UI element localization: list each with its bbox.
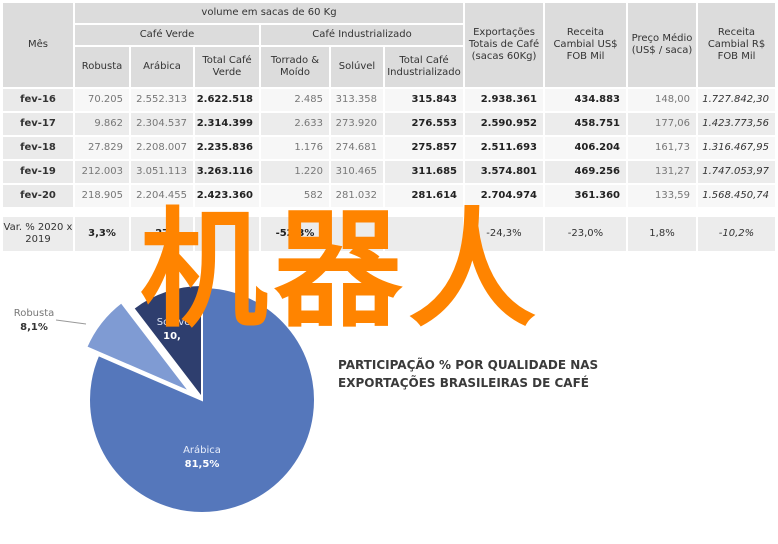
table-cell-torrado-0: 2.485 — [261, 89, 329, 111]
pie-slice-soluvel — [131, 283, 203, 401]
header-mes: Mês — [3, 3, 73, 87]
chart-title-line-2: EXPORTAÇÕES BRASILEIRAS DE CAFÉ — [338, 375, 589, 390]
table-cell-robusta-4: 218.905 — [75, 185, 129, 207]
table-cell-total_ind-0: 315.843 — [385, 89, 463, 111]
table-cell-total_verde-1: 2.314.399 — [195, 113, 259, 135]
table-cell-arabica-3: 3.051.113 — [131, 161, 193, 183]
chart-title-line-1: PARTICIPAÇÃO % POR QUALIDADE NAS — [338, 357, 598, 372]
table-cell-soluvel-3: 310.465 — [331, 161, 383, 183]
pie-label-soluvel-name: Solúvel — [157, 316, 193, 328]
var-soluvel — [331, 217, 383, 251]
table-cell-torrado-1: 2.633 — [261, 113, 329, 135]
table-cell-receita_us-1: 458.751 — [545, 113, 626, 135]
table-cell-exportacoes-1: 2.590.952 — [465, 113, 543, 135]
table-cell-total_verde-3: 3.263.116 — [195, 161, 259, 183]
pie-slice-arabica — [88, 285, 316, 514]
table-cell-soluvel-2: 274.681 — [331, 137, 383, 159]
table-cell-total_verde-0: 2.622.518 — [195, 89, 259, 111]
header-exportacoes: Exportações Totais de Café (sacas 60Kg) — [465, 3, 543, 87]
header-receita_us: Receita Cambial US$ FOB Mil — [545, 3, 626, 87]
table-cell-total_ind-1: 276.553 — [385, 113, 463, 135]
var-total-verde — [195, 217, 259, 251]
table-cell-total_verde-4: 2.423.360 — [195, 185, 259, 207]
header-robusta: Robusta — [75, 47, 129, 87]
var-robusta: 3,3% — [75, 217, 129, 251]
table-cell-preco-3: 131,27 — [628, 161, 696, 183]
table-cell-receita_rs-1: 1.423.773,56 — [698, 113, 775, 135]
header-cafe-verde: Café Verde — [75, 25, 259, 45]
table-cell-arabica-1: 2.304.537 — [131, 113, 193, 135]
table-cell-torrado-3: 1.220 — [261, 161, 329, 183]
table-cell-preco-2: 161,73 — [628, 137, 696, 159]
table-cell-torrado-2: 1.176 — [261, 137, 329, 159]
table-cell-soluvel-1: 273.920 — [331, 113, 383, 135]
table-cell-preco-0: 148,00 — [628, 89, 696, 111]
var-arabica: -27, — [131, 217, 193, 251]
var-preco: 1,8% — [628, 217, 696, 251]
table-cell-receita_us-4: 361.360 — [545, 185, 626, 207]
table-cell-receita_rs-4: 1.568.450,74 — [698, 185, 775, 207]
table-cell-exportacoes-2: 2.511.693 — [465, 137, 543, 159]
coffee-exports-table: Mês volume em sacas de 60 Kg Café Verde Caf… — [2, 2, 776, 252]
table-cell-soluvel-0: 313.358 — [331, 89, 383, 111]
table-cell-robusta-3: 212.003 — [75, 161, 129, 183]
table-cell-receita_us-0: 434.883 — [545, 89, 626, 111]
table-cell-mes-2: fev-18 — [3, 137, 73, 159]
header-total_ind: Total Café Industrializado — [385, 47, 463, 87]
table-cell-torrado-4: 582 — [261, 185, 329, 207]
table-cell-exportacoes-4: 2.704.974 — [465, 185, 543, 207]
var-torrado: -52,3% — [261, 217, 329, 251]
header-preco: Preço Médio (US$ / saca) — [628, 3, 696, 87]
table-cell-mes-3: fev-19 — [3, 161, 73, 183]
table-cell-arabica-0: 2.552.313 — [131, 89, 193, 111]
table-cell-mes-1: fev-17 — [3, 113, 73, 135]
table-cell-soluvel-4: 281.032 — [331, 185, 383, 207]
table-cell-total_ind-4: 281.614 — [385, 185, 463, 207]
pie-label-soluvel-value: 10, — [163, 331, 181, 342]
table-cell-receita_rs-2: 1.316.467,95 — [698, 137, 775, 159]
watermark-text: 机器人 — [140, 196, 543, 345]
table-cell-mes-4: fev-20 — [3, 185, 73, 207]
table-cell-receita_us-2: 406.204 — [545, 137, 626, 159]
header-total_verde: Total Café Verde — [195, 47, 259, 87]
table-cell-receita_rs-3: 1.747.053,97 — [698, 161, 775, 183]
header-soluvel: Solúvel — [331, 47, 383, 87]
pie-label-arabica-name: Arábica — [183, 444, 221, 456]
table-cell-arabica-4: 2.204.455 — [131, 185, 193, 207]
pie-label-robusta-value: 8,1% — [20, 322, 48, 333]
header-arabica: Arábica — [131, 47, 193, 87]
pie-label-robusta-name: Robusta — [14, 308, 55, 319]
var-exportacoes: -24,3% — [465, 217, 543, 251]
table-cell-receita_rs-0: 1.727.842,30 — [698, 89, 775, 111]
table-cell-total_ind-3: 311.685 — [385, 161, 463, 183]
header-cafe-industrializado: Café Industrializado — [261, 25, 463, 45]
pie-slices — [84, 283, 316, 514]
table-cell-exportacoes-3: 3.574.801 — [465, 161, 543, 183]
table-cell-receita_us-3: 469.256 — [545, 161, 626, 183]
table-cell-mes-0: fev-16 — [3, 89, 73, 111]
pie-leader-line-robusta — [55, 319, 87, 325]
table-cell-robusta-0: 70.205 — [75, 89, 129, 111]
quality-share-pie-chart: Arábica 81,5% Robusta 8,1% Solúvel 10, PARTIC… — [14, 283, 598, 514]
pie-slice-robusta — [84, 300, 194, 395]
table-cell-robusta-2: 27.829 — [75, 137, 129, 159]
header-torrado: Torrado & Moído — [261, 47, 329, 87]
table-cell-arabica-2: 2.208.007 — [131, 137, 193, 159]
pie-labels: Arábica 81,5% Robusta 8,1% Solúvel 10, — [14, 308, 221, 470]
var-total-ind — [385, 217, 463, 251]
header-receita_rs: Receita Cambial R$ FOB Mil — [698, 3, 775, 87]
table-cell-preco-1: 177,06 — [628, 113, 696, 135]
table-cell-exportacoes-0: 2.938.361 — [465, 89, 543, 111]
table-cell-robusta-1: 9.862 — [75, 113, 129, 135]
table-cell-total_ind-2: 275.857 — [385, 137, 463, 159]
header-volume: volume em sacas de 60 Kg — [75, 3, 463, 23]
table-cell-preco-4: 133,59 — [628, 185, 696, 207]
var-receita-us: -23,0% — [545, 217, 626, 251]
table-cell-total_verde-2: 2.235.836 — [195, 137, 259, 159]
pie-label-arabica-value: 81,5% — [185, 459, 220, 470]
var-label: Var. % 2020 x 2019 — [3, 217, 73, 251]
var-receita-rs: -10,2% — [698, 217, 775, 251]
